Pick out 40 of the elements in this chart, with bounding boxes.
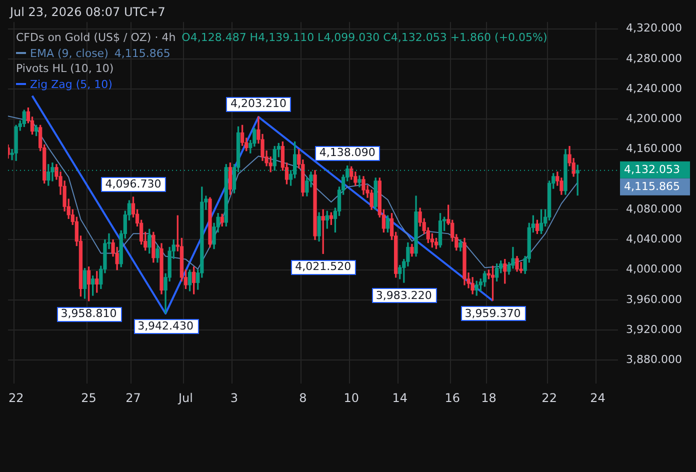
annotation: Pivots HL (10, 10) — [16, 61, 115, 76]
chart-subtitle: Jul 23, 2026 08:07 UTC+7 — [10, 5, 166, 19]
annotation: O4,128.487 H4,139.110 L4,099.030 C4,132.053 +1.860 (+0.05%) — [182, 31, 548, 44]
annotation: 4,138.090 — [319, 146, 376, 160]
x-tick-label: 18 — [481, 390, 496, 405]
text: 4,115.865 — [624, 180, 680, 194]
y-tick-label: 4,320.000 — [626, 22, 682, 35]
y-tick-label: 4,040.000 — [626, 232, 682, 246]
ref-line-label: 4,132.053 — [624, 163, 680, 176]
y-tick-label: 3,960.000 — [626, 292, 682, 306]
x-tick-label: 14 — [392, 390, 408, 405]
x-tick-label: 3 — [230, 390, 238, 405]
annotation: 4,115.865 — [114, 46, 170, 60]
annotation: 3,959.370 — [464, 306, 521, 320]
x-tick-label: 22 — [8, 390, 24, 405]
y-tick-label: 3,880.000 — [626, 353, 682, 366]
annotation: 3,942.430 — [138, 320, 194, 333]
y-tick-label: 4,160.000 — [626, 142, 682, 156]
legend-label: Zig Zag (5, 10) — [30, 78, 112, 90]
y-tick-label: 4,240.000 — [626, 82, 682, 95]
annotation: 4,203.210 — [230, 97, 286, 110]
y-tick-label: 4,080.000 — [626, 202, 682, 216]
y-tick-label: 3,920.000 — [626, 322, 682, 336]
annotation: 4,096.730 — [105, 177, 162, 190]
x-tick-label: 8 — [299, 390, 307, 405]
annotation: 4,021.520 — [295, 260, 352, 273]
y-tick-label: 4,000.000 — [626, 262, 682, 276]
x-tick-label: 22 — [542, 390, 557, 405]
y-tick-label: 4,200.000 — [626, 112, 682, 126]
legend-label: EMA (9, close) — [30, 46, 108, 60]
x-tick-label: 25 — [81, 390, 96, 405]
x-tick-label: 16 — [444, 390, 460, 405]
y-tick-label: 4,280.000 — [626, 52, 682, 65]
text: CFDs on Gold (US$ / OZ) · 4h — [16, 31, 176, 44]
annotation: 3,958.810 — [60, 307, 117, 320]
x-tick-label: 27 — [126, 390, 141, 405]
x-tick-label: 10 — [344, 390, 360, 405]
x-tick-label: 24 — [590, 390, 606, 405]
x-tick-label: Jul — [178, 390, 193, 405]
annotation: 3,983.220 — [376, 288, 432, 302]
